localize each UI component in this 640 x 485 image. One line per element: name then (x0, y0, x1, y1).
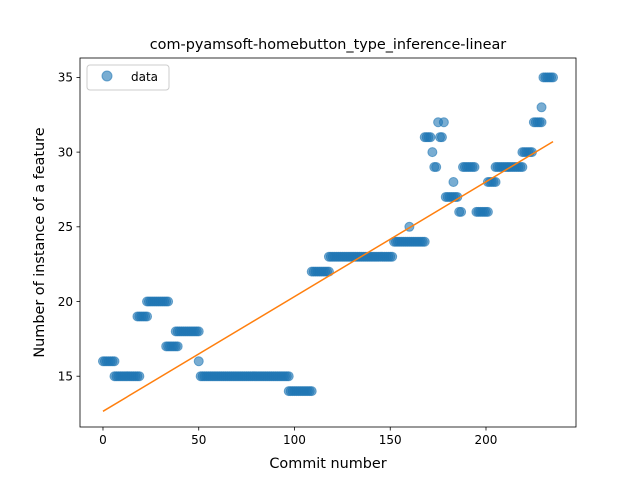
data-point (548, 72, 559, 83)
data-point (387, 251, 398, 262)
y-tick-label: 15 (58, 370, 73, 384)
data-point (172, 341, 183, 352)
y-axis-label: Number of instance of a feature (32, 127, 48, 357)
y-tick-label: 20 (58, 295, 73, 309)
data-point (438, 117, 449, 128)
legend-marker (101, 70, 113, 82)
trend-line (102, 141, 554, 412)
data-point (427, 147, 438, 158)
plot-area (97, 72, 559, 412)
data-point (431, 162, 442, 173)
data-point (306, 386, 317, 397)
x-axis-label: Commit number (269, 456, 386, 472)
y-tick-label: 30 (58, 145, 73, 159)
data-point (536, 117, 547, 128)
data-point (419, 236, 430, 247)
data-point (517, 162, 528, 173)
data-point (193, 326, 204, 337)
legend: data (86, 64, 170, 91)
data-point (536, 102, 547, 113)
data-point (425, 132, 436, 143)
data-point (163, 296, 174, 307)
axes-frame (79, 57, 577, 428)
y-tick-label: 25 (58, 220, 73, 234)
y-tick-label: 35 (58, 71, 73, 85)
x-tick-label: 200 (475, 433, 498, 447)
x-tick-label: 0 (99, 433, 107, 447)
x-tick-label: 100 (283, 433, 306, 447)
data-point (436, 132, 447, 143)
x-tick-label: 50 (191, 433, 206, 447)
y-axis: 15 20 25 30 35 (58, 71, 80, 384)
data-point (456, 206, 467, 217)
x-axis: 0 50 100 150 200 (99, 427, 497, 447)
x-tick-label: 150 (379, 433, 402, 447)
chart-title: com-pyamsoft-homebutton_type_inference-l… (150, 37, 507, 53)
data-point (142, 311, 153, 322)
data-point (469, 162, 480, 173)
data-point (109, 356, 120, 367)
legend-label: data (131, 70, 158, 84)
data-point (482, 206, 493, 217)
data-point (490, 177, 501, 187)
data-point (193, 356, 204, 367)
data-point (448, 177, 459, 187)
data-point (134, 371, 145, 382)
data-point (283, 371, 294, 382)
